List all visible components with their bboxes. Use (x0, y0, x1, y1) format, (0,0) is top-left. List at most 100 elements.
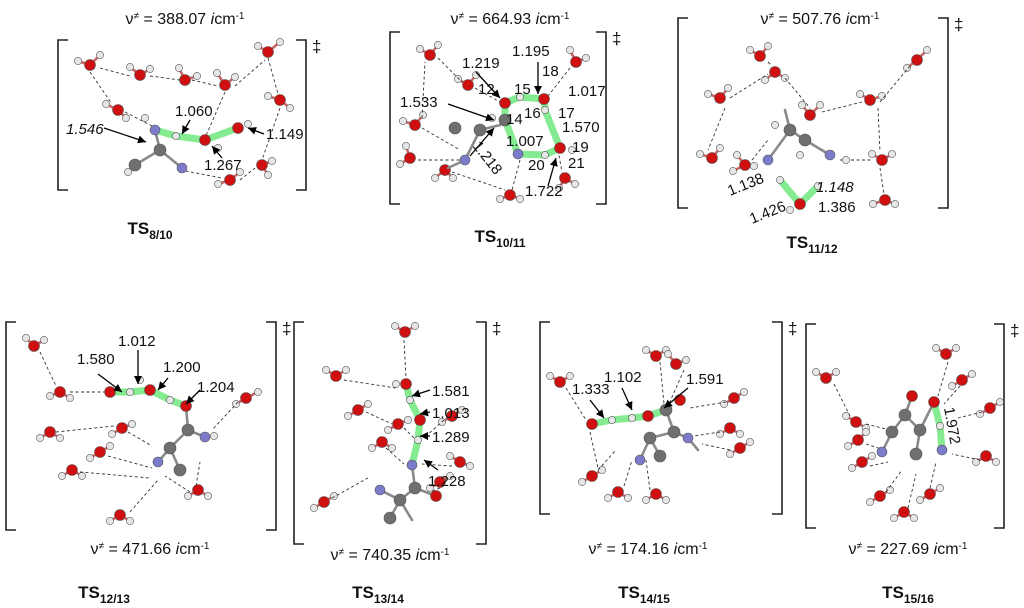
hydrogen-bond (707, 107, 726, 151)
hydrogen-bond (429, 487, 441, 493)
freq-symbol: ν (589, 541, 597, 558)
bond-length-label: 1.289 (432, 429, 470, 446)
freq-value: = 740.35 (344, 547, 416, 564)
carbon-atom (885, 425, 899, 439)
oxygen-atom (874, 490, 886, 502)
hydrogen-atom (832, 368, 840, 376)
hydrogen-atom (642, 346, 650, 354)
hydrogen-atom (716, 144, 724, 152)
hydrogen-bond (195, 461, 201, 487)
oxygen-atom (754, 50, 766, 62)
hydrogen-atom (124, 168, 132, 176)
bond-length-label: 1.219 (462, 55, 500, 72)
imaginary-frequency: ν≠ = 227.69 icm-1 (849, 541, 968, 559)
bond-length-label: 1.972 (940, 406, 963, 446)
oxygen-atom (906, 390, 918, 402)
hydrogen-bond (833, 383, 851, 417)
reaction-path-highlight (151, 124, 242, 144)
hydrogen-atom (106, 442, 114, 450)
freq-unit: cm (677, 541, 698, 558)
arrow-head (491, 89, 500, 98)
hydrogen-bond (149, 75, 181, 81)
oxygen-atom (376, 436, 388, 448)
hydrogen-bond (597, 449, 617, 471)
oxygen-atom (538, 93, 550, 105)
oxygen-atom (499, 97, 511, 109)
hydrogen-atom (496, 195, 504, 203)
hydrogen-atom (172, 132, 180, 140)
carbon-atom (408, 481, 422, 495)
hydrogen-bond (557, 149, 563, 173)
hydrogen-atom (541, 106, 549, 114)
hydrogen-atom (236, 168, 244, 176)
nitrogen-atom (459, 154, 471, 166)
ts-name: TS10/11 (474, 227, 525, 250)
hydrogen-bond (907, 473, 917, 509)
ts-name: TS12/13 (78, 583, 130, 606)
hydrogen-bond (385, 447, 405, 465)
imaginary-frequency: ν≠ = 471.66 icm-1 (91, 541, 210, 559)
hydrogen-atom (446, 472, 454, 480)
freq-value: = 227.69 (862, 541, 934, 558)
hydrogen-atom (844, 442, 852, 450)
freq-unit-i: i (846, 11, 850, 28)
carbon-atom (473, 123, 487, 137)
oxygen-atom (219, 79, 231, 91)
freq-value: = 174.16 (602, 541, 674, 558)
hydrogen-atom (86, 454, 94, 462)
hydrogen-atom (796, 151, 804, 159)
arrow-head (134, 376, 142, 384)
hydrogen-atom (662, 496, 670, 504)
hydrogen-atom (364, 400, 372, 408)
hydrogen-bond (179, 169, 223, 179)
double-dagger-mark: ‡ (612, 29, 621, 48)
oxygen-atom (879, 194, 891, 206)
oxygen-atom (612, 486, 624, 498)
hydrogen-atom (454, 75, 462, 83)
hydrogen-atom (416, 45, 424, 53)
oxygen-atom (804, 109, 816, 121)
hydrogen-atom (276, 38, 284, 46)
bond-length-label: 1.148 (816, 179, 854, 196)
panel-ts-8-10: ν≠ = 388.07 icm-1 ‡ 1.060 1.546 1.149 1.267 TS… (57, 11, 321, 242)
carbon-atom (128, 158, 142, 172)
right-bracket (266, 321, 277, 531)
oxygen-atom (414, 414, 426, 426)
carbon-atom (913, 423, 927, 437)
freq-unit: cm (849, 11, 870, 28)
hydrogen-atom (214, 180, 222, 188)
hydrogen-atom (814, 182, 822, 190)
bond-length-label: 1.204 (197, 379, 235, 396)
carbon-atom (181, 423, 195, 437)
hydrogen-atom (842, 412, 850, 420)
hydrogen-atom (568, 146, 576, 154)
oxygen-atom (911, 54, 923, 66)
hydrogen-bond (943, 385, 961, 405)
freq-unit-exponent: -1 (871, 11, 880, 22)
hydrogen-bond (869, 461, 889, 467)
nitrogen-atom (824, 149, 836, 161)
arrow-head (186, 395, 195, 404)
arrow-head (485, 128, 494, 137)
hydrogen-bond (451, 171, 506, 191)
oxygen-atom (66, 464, 78, 476)
freq-symbol-superscript: ≠ (339, 547, 345, 558)
oxygen-atom (670, 358, 682, 370)
carbon-atom (393, 493, 407, 507)
hydrogen-bond (877, 107, 881, 153)
nitrogen-atom (876, 446, 888, 458)
ts-name: TS13/14 (352, 583, 404, 606)
freq-unit: cm (419, 547, 440, 564)
hydrogen-atom (664, 350, 672, 358)
hydrogen-bond (589, 431, 599, 469)
freq-unit-exponent: -1 (959, 541, 968, 552)
hydrogen-atom (391, 322, 399, 330)
hydrogen-bond (191, 79, 219, 87)
nitrogen-atom (634, 454, 646, 466)
ts-name: TS11/12 (786, 233, 837, 256)
nitrogen-atom (149, 124, 161, 136)
hydrogen-atom (264, 171, 272, 179)
hydrogen-atom (916, 496, 924, 504)
arrow-head (625, 401, 633, 410)
hydrogen-atom (434, 41, 442, 49)
